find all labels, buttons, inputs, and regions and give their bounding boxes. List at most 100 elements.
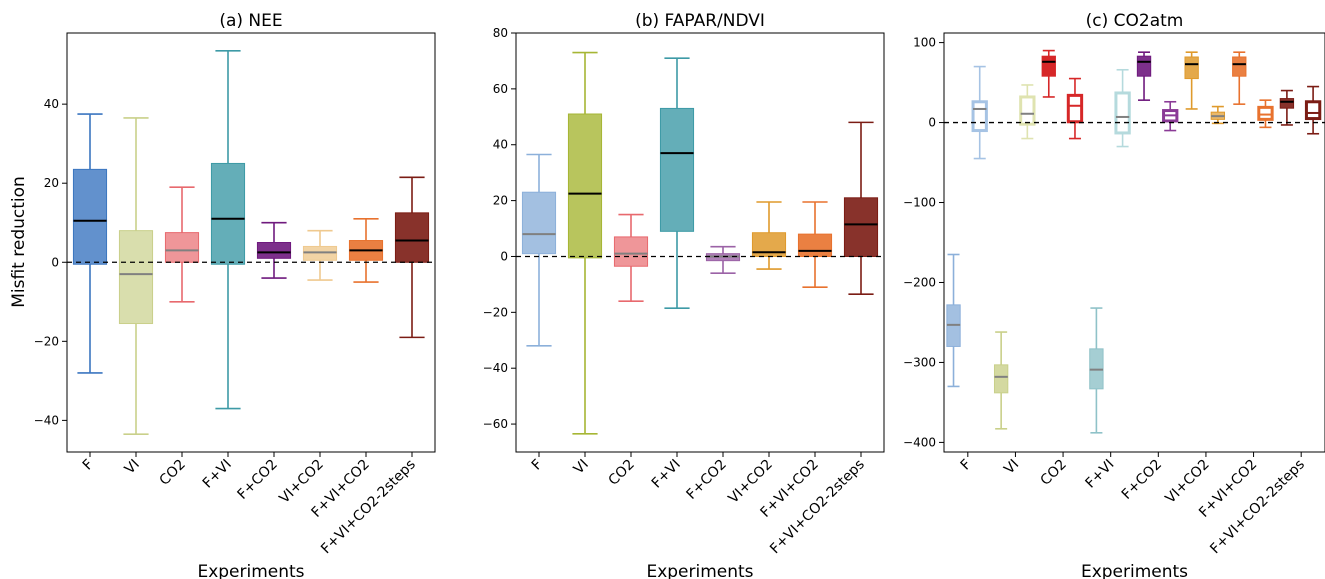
box-body — [1279, 98, 1295, 109]
x-axis-label: Experiments — [1081, 562, 1188, 579]
x-tick-label: VI — [122, 457, 143, 478]
x-tick-label: CO2 — [606, 457, 638, 489]
box-body — [613, 236, 649, 267]
box-f-vi — [1114, 68, 1131, 148]
y-tick-label: −300 — [903, 355, 936, 369]
x-tick-label: VI — [571, 457, 592, 478]
box-f — [971, 65, 988, 160]
y-tick-label: 100 — [913, 36, 936, 50]
box-f-vi-co2 — [348, 217, 384, 283]
box-vi — [993, 331, 1009, 430]
y-tick-label: 20 — [44, 176, 59, 190]
box-body — [1232, 56, 1247, 77]
box-body — [256, 242, 292, 259]
box-vi-co2 — [1184, 51, 1199, 110]
figure-ylabel: Misfit reduction — [9, 176, 29, 308]
box-f-co2 — [705, 245, 741, 275]
y-tick-label: −60 — [483, 417, 508, 431]
box-f-vi-co2-2steps — [394, 176, 430, 339]
y-tick-label: −100 — [903, 196, 936, 210]
panel-title: (c) CO2atm — [1086, 11, 1184, 31]
box-vi — [567, 51, 603, 435]
box-f-vi-co2-2steps — [843, 121, 879, 295]
box-body — [659, 107, 695, 232]
box-body — [72, 168, 108, 265]
plot-frame — [943, 32, 1325, 453]
box-co2 — [613, 213, 649, 302]
box-body — [394, 212, 430, 263]
x-axis-label: Experiments — [646, 562, 753, 579]
box-body — [521, 191, 557, 255]
x-tick-label: F+CO2 — [235, 457, 281, 503]
box-body — [1184, 56, 1199, 80]
x-tick-label: F — [80, 457, 97, 474]
box-body — [210, 162, 246, 265]
y-tick-label: 20 — [493, 194, 508, 208]
panel-title: (a) NEE — [219, 11, 282, 31]
box-f-co2 — [1136, 51, 1152, 101]
box-co2 — [1066, 77, 1084, 140]
box-f-vi-co2 — [797, 201, 833, 288]
box-f-co2 — [256, 221, 292, 279]
y-tick-label: 0 — [51, 255, 59, 269]
x-tick-label: F+CO2 — [1119, 457, 1165, 503]
box-f-vi — [659, 57, 695, 309]
box-body — [843, 197, 879, 257]
box-vi — [1019, 84, 1036, 140]
box-co2 — [1041, 49, 1056, 98]
x-tick-label: F+CO2 — [684, 457, 730, 503]
box-body — [993, 364, 1009, 394]
box-co2 — [164, 186, 200, 303]
y-tick-label: 80 — [493, 26, 508, 40]
box-body — [1041, 55, 1056, 77]
y-tick-label: 0 — [500, 249, 508, 263]
x-tick-label: VI — [1001, 457, 1022, 478]
y-tick-label: 40 — [493, 138, 508, 152]
box-f — [946, 253, 961, 388]
y-tick-label: −20 — [483, 305, 508, 319]
y-tick-label: 0 — [928, 116, 936, 130]
x-tick-label: F+VI — [200, 457, 235, 492]
box-body — [1019, 95, 1036, 126]
x-tick-label: F+VI — [1083, 457, 1118, 492]
y-tick-label: −400 — [903, 435, 936, 449]
x-tick-label: F+VI — [649, 457, 684, 492]
plot-frame — [515, 32, 885, 453]
box-vi-co2 — [751, 201, 787, 270]
box-vi-co2 — [302, 229, 338, 281]
box-f-vi — [1089, 307, 1104, 434]
box-vi — [118, 117, 154, 436]
box-body — [164, 232, 200, 263]
panel-2: (b) FAPAR/NDVI −60 −40 −20 0 20 40 60 80 F VI CO2 F+… — [483, 11, 885, 579]
y-tick-label: −40 — [483, 361, 508, 375]
box-f-vi-co2-2steps — [1279, 89, 1295, 126]
y-tick-label: −200 — [903, 275, 936, 289]
box-f-vi-co2-2steps — [1304, 85, 1322, 135]
box-body — [971, 100, 988, 133]
x-tick-label: F — [529, 457, 546, 474]
box-body — [1304, 100, 1322, 121]
box-f-vi-co2 — [1232, 51, 1247, 105]
x-tick-label: CO2 — [157, 457, 189, 489]
box-f — [72, 113, 108, 374]
box-body — [118, 230, 154, 325]
box-body — [567, 113, 603, 259]
box-body — [1136, 55, 1152, 77]
plot-frame — [66, 32, 436, 453]
box-f-vi — [210, 49, 246, 410]
box-vi-co2 — [1210, 105, 1226, 125]
x-tick-label: F — [958, 457, 975, 474]
x-axis-label: Experiments — [197, 562, 304, 579]
x-tick-label: CO2 — [1038, 457, 1070, 489]
box-f — [521, 153, 557, 347]
box-body — [1257, 105, 1274, 121]
box-body — [1066, 93, 1084, 124]
panel-3: (c) CO2atm −400 −300 −200 −100 0 100 F VI CO2 F+VI… — [903, 11, 1325, 579]
y-tick-label: −40 — [34, 413, 59, 427]
y-tick-label: 40 — [44, 97, 59, 111]
x-tick-label: F+VI+CO2-2steps — [1207, 457, 1308, 558]
y-tick-label: 60 — [493, 82, 508, 96]
box-body — [1114, 91, 1131, 135]
